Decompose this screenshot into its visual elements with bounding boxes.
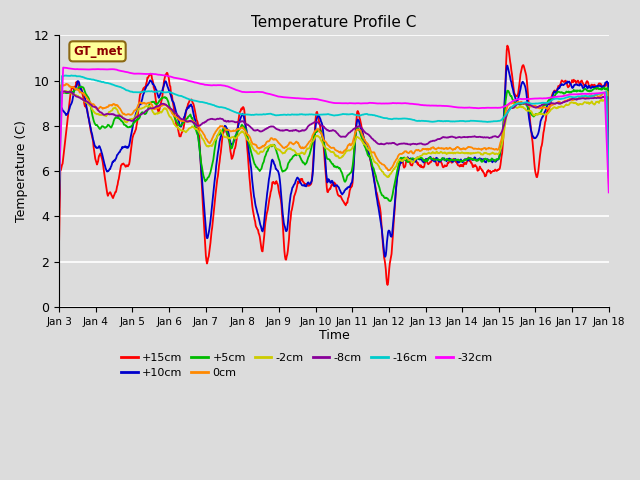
- Title: Temperature Profile C: Temperature Profile C: [252, 15, 417, 30]
- Line: +15cm: +15cm: [59, 46, 609, 285]
- -32cm: [605, 190, 612, 195]
- Line: -8cm: -8cm: [59, 91, 609, 199]
- +10cm: [579, 84, 586, 90]
- -16cm: [158, 89, 166, 95]
- -16cm: [83, 75, 90, 81]
- Line: +10cm: +10cm: [59, 66, 609, 257]
- -16cm: [380, 115, 387, 121]
- +15cm: [157, 99, 165, 105]
- -8cm: [605, 164, 612, 169]
- -8cm: [587, 95, 595, 101]
- +15cm: [579, 79, 586, 85]
- -16cm: [62, 72, 70, 78]
- -8cm: [55, 196, 63, 202]
- +15cm: [587, 83, 595, 88]
- +10cm: [55, 204, 63, 210]
- +15cm: [605, 137, 612, 143]
- 0cm: [63, 81, 70, 87]
- -8cm: [380, 142, 387, 147]
- -2cm: [605, 180, 612, 186]
- Line: 0cm: 0cm: [59, 84, 609, 177]
- X-axis label: Time: Time: [319, 329, 349, 342]
- -2cm: [380, 170, 387, 176]
- +15cm: [284, 252, 291, 257]
- -16cm: [284, 112, 292, 118]
- +15cm: [379, 242, 387, 248]
- +5cm: [579, 88, 586, 94]
- -8cm: [284, 127, 292, 133]
- +5cm: [387, 198, 394, 204]
- +5cm: [380, 193, 387, 199]
- +10cm: [504, 63, 511, 69]
- -8cm: [578, 96, 586, 101]
- +5cm: [605, 172, 612, 178]
- -32cm: [60, 65, 67, 71]
- +5cm: [55, 177, 63, 182]
- +5cm: [158, 95, 166, 101]
- Legend: +15cm, +10cm, +5cm, 0cm, -2cm, -8cm, -16cm, -32cm: +15cm, +10cm, +5cm, 0cm, -2cm, -8cm, -16…: [116, 348, 497, 383]
- -32cm: [83, 67, 90, 72]
- -16cm: [55, 189, 63, 194]
- 0cm: [158, 103, 166, 109]
- 0cm: [55, 170, 63, 176]
- -32cm: [380, 101, 387, 107]
- -32cm: [55, 176, 63, 182]
- 0cm: [605, 174, 612, 180]
- -32cm: [284, 95, 292, 100]
- 0cm: [578, 94, 586, 99]
- +15cm: [82, 103, 90, 109]
- 0cm: [380, 162, 387, 168]
- -2cm: [158, 109, 166, 115]
- -32cm: [578, 91, 586, 97]
- +5cm: [587, 88, 595, 94]
- +10cm: [379, 238, 387, 244]
- +10cm: [587, 85, 595, 91]
- -2cm: [83, 99, 90, 105]
- Text: GT_met: GT_met: [73, 45, 122, 58]
- +10cm: [157, 90, 165, 96]
- -8cm: [83, 98, 90, 104]
- -2cm: [578, 101, 586, 107]
- 0cm: [284, 143, 292, 148]
- -2cm: [284, 146, 292, 152]
- +15cm: [504, 43, 511, 48]
- Line: +5cm: +5cm: [59, 86, 609, 201]
- -8cm: [158, 101, 166, 107]
- -16cm: [605, 175, 612, 180]
- +15cm: [384, 282, 392, 288]
- -32cm: [158, 72, 166, 78]
- Line: -2cm: -2cm: [59, 91, 609, 183]
- Line: -16cm: -16cm: [59, 75, 609, 192]
- +15cm: [55, 237, 63, 242]
- Line: -32cm: -32cm: [59, 68, 609, 192]
- +10cm: [605, 136, 612, 142]
- 0cm: [83, 95, 90, 100]
- +5cm: [83, 92, 90, 97]
- +10cm: [381, 254, 389, 260]
- +5cm: [284, 162, 292, 168]
- -16cm: [587, 94, 595, 99]
- Y-axis label: Temperature (C): Temperature (C): [15, 120, 28, 222]
- +5cm: [77, 84, 85, 89]
- 0cm: [587, 93, 595, 98]
- -32cm: [587, 91, 595, 96]
- -2cm: [55, 175, 63, 181]
- -2cm: [587, 100, 595, 106]
- -8cm: [60, 88, 68, 94]
- -16cm: [578, 93, 586, 99]
- +10cm: [284, 226, 291, 232]
- -2cm: [62, 88, 70, 94]
- +10cm: [82, 98, 90, 104]
